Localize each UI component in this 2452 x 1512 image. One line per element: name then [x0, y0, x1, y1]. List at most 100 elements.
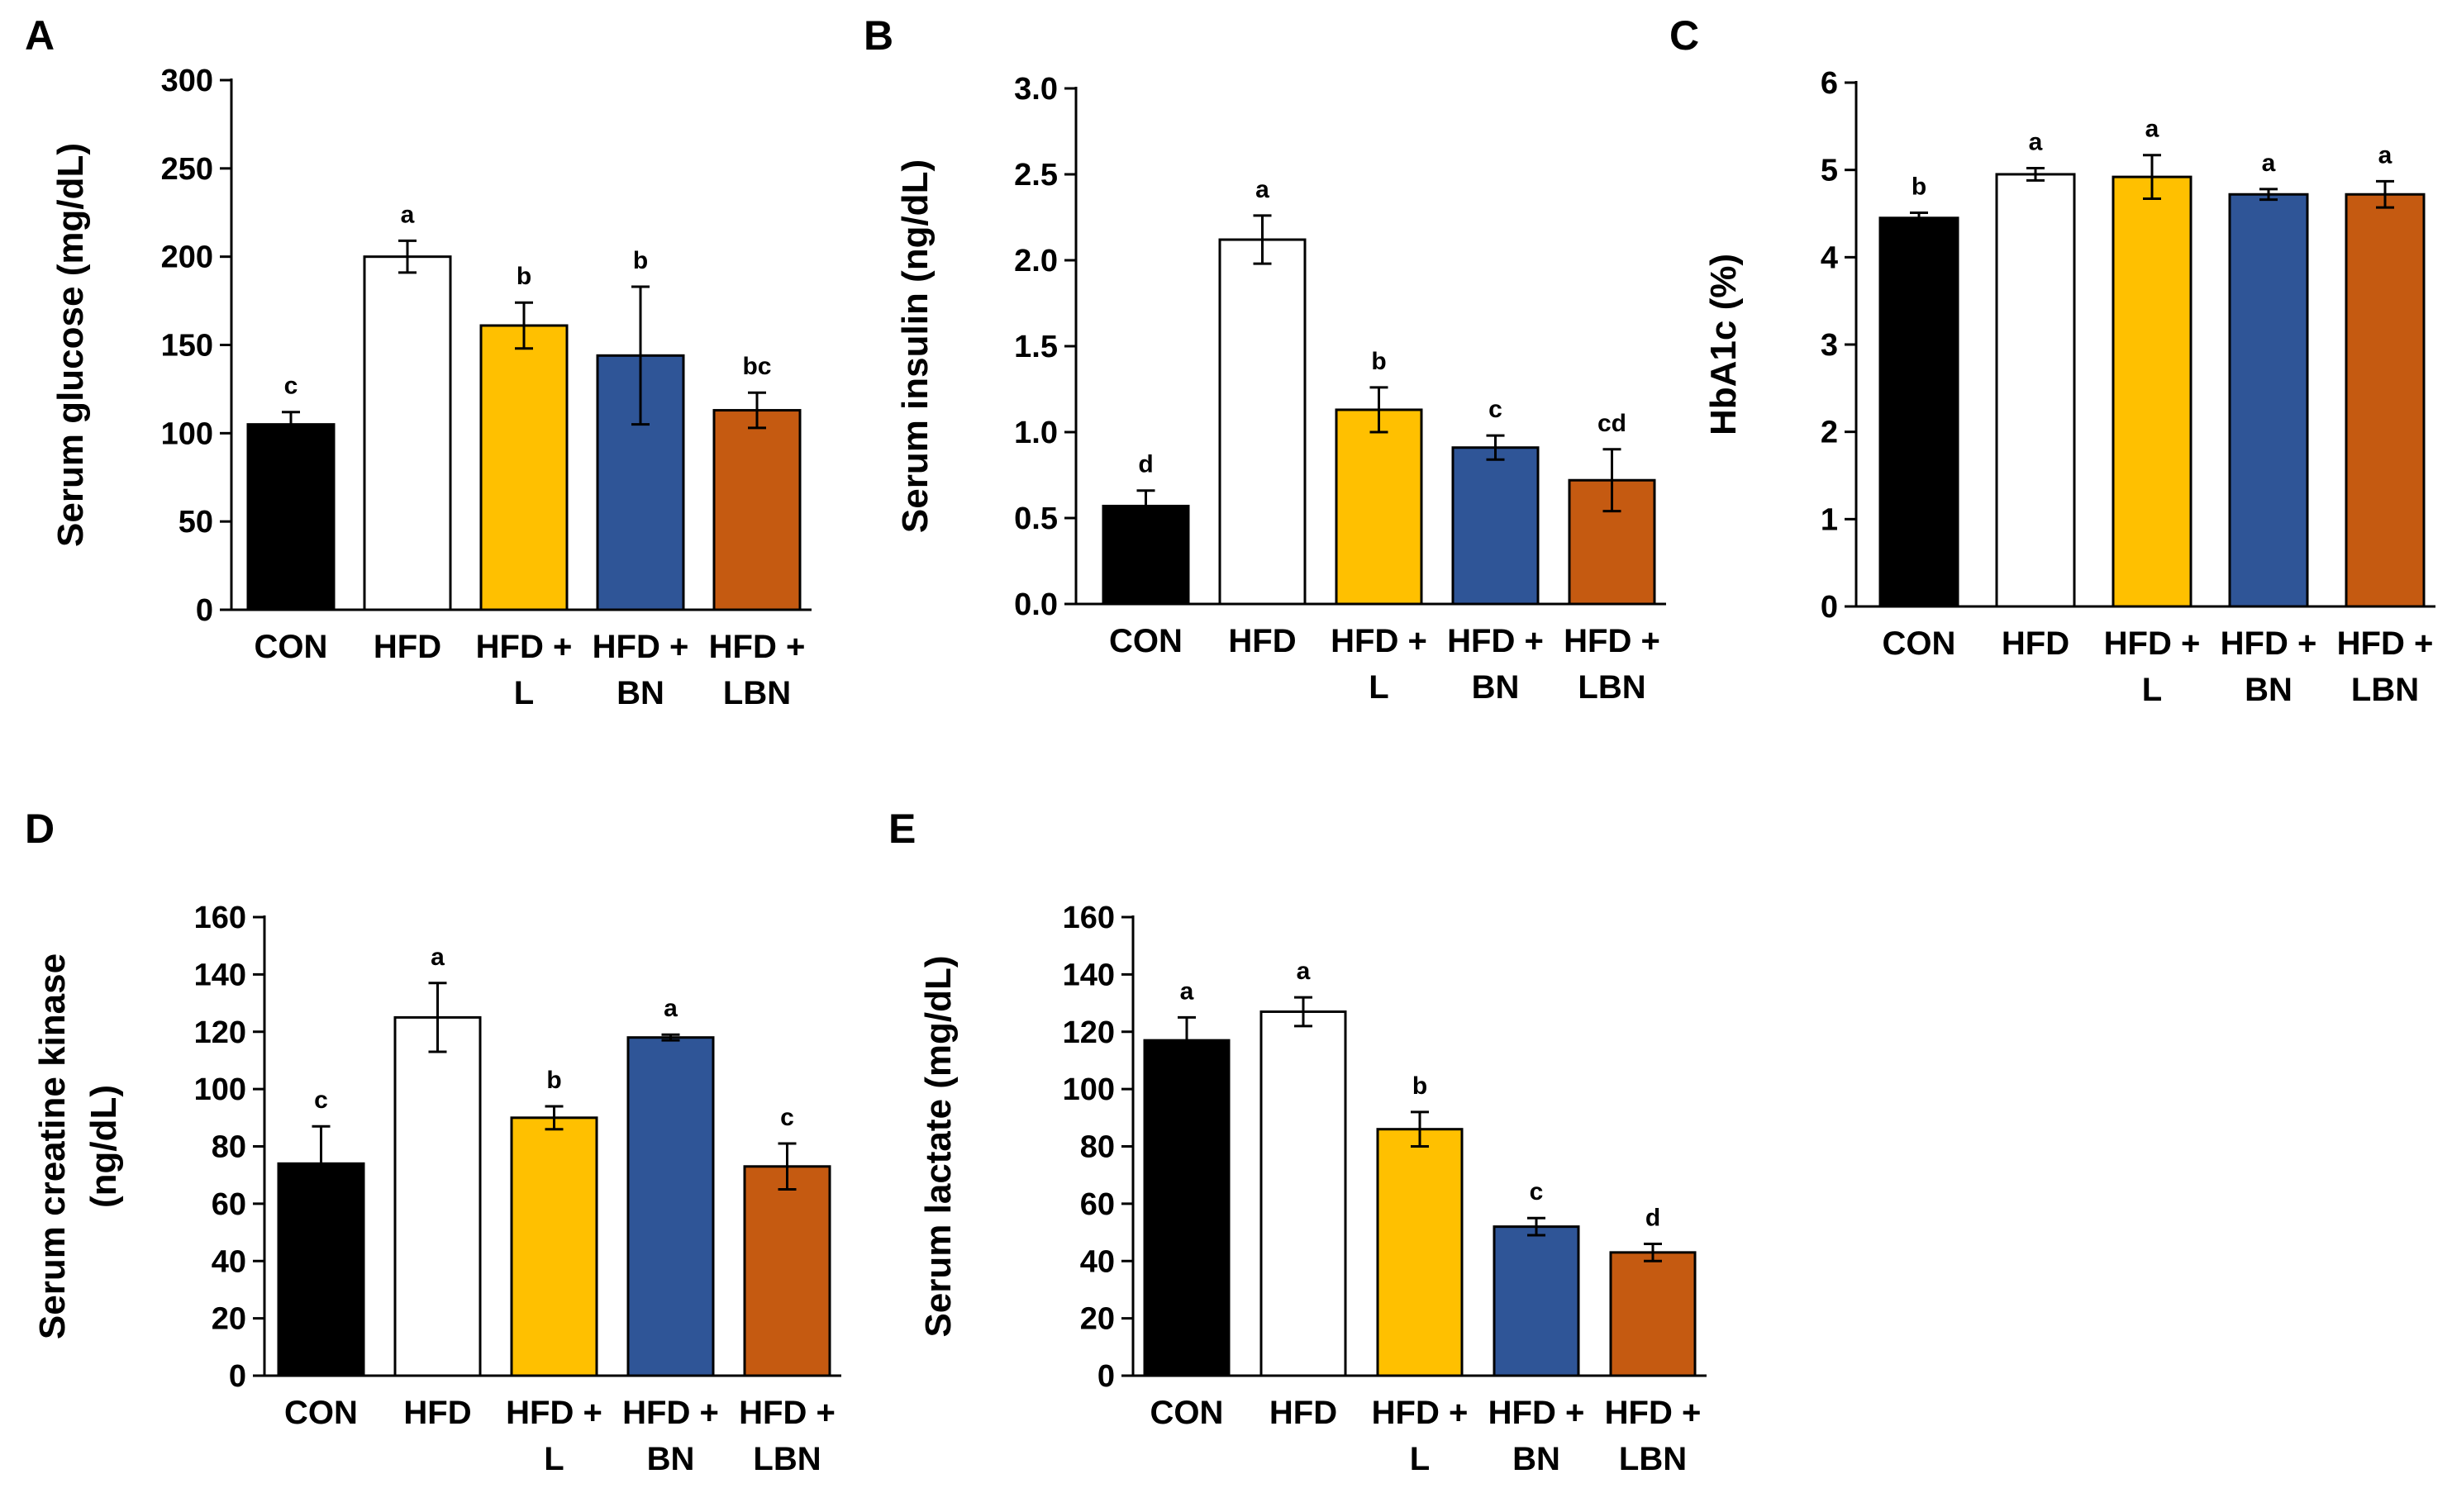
sig-letter-d-3: b: [546, 1067, 561, 1094]
category-label-b-5-line-2: LBN: [1578, 669, 1645, 706]
sig-letter-b-1: d: [1138, 451, 1153, 478]
category-label-e-4-line-1: HFD +: [1488, 1395, 1585, 1431]
bar-e-5: [1609, 1251, 1697, 1377]
category-label-a-5-line-1: HFD +: [709, 629, 806, 665]
sig-letter-d-5: c: [780, 1104, 794, 1131]
category-label-d-3-line-1: HFD +: [506, 1395, 602, 1431]
category-label-d-3-line-2: L: [544, 1441, 564, 1477]
category-label-a-2: HFD: [374, 629, 441, 665]
bar-d-2: [393, 1015, 482, 1377]
y-tick-label-e-4: 60: [1080, 1187, 1115, 1222]
bar-a-2: [363, 255, 452, 611]
sig-letter-d-2: a: [431, 944, 445, 971]
y-axis-label-b: Serum insulin (ng/dL): [895, 159, 936, 533]
sig-letter-d-4: a: [664, 995, 678, 1022]
panel-letter-c: C: [1669, 12, 1699, 59]
category-label-d-2: HFD: [403, 1395, 471, 1431]
y-tick-label-e-7: 120: [1063, 1015, 1115, 1050]
sig-letter-e-3: b: [1412, 1072, 1427, 1100]
y-tick-label-d-5: 80: [212, 1130, 246, 1165]
bar-e-2: [1259, 1010, 1347, 1377]
sig-letter-c-3: a: [2145, 116, 2159, 143]
sig-letter-e-2: a: [1297, 958, 1311, 985]
sig-letter-b-2: a: [1255, 176, 1269, 203]
bar-c-2: [1995, 173, 2076, 608]
category-label-e-3-line-1: HFD +: [1372, 1395, 1469, 1431]
y-tick-label-d-2: 20: [212, 1302, 246, 1337]
y-tick-label-d-4: 60: [212, 1187, 246, 1222]
bar-b-3: [1335, 408, 1423, 606]
sig-letter-b-5: cd: [1597, 410, 1626, 437]
y-axis-label-e: Serum lactate (mg/dL): [918, 955, 959, 1337]
y-tick-label-b-6: 2.5: [1014, 158, 1058, 193]
y-tick-label-d-8: 140: [194, 958, 246, 992]
y-tick-label-e-8: 140: [1063, 958, 1115, 992]
bar-d-5: [743, 1165, 831, 1377]
category-label-b-3-line-1: HFD +: [1331, 623, 1427, 659]
sig-letter-e-4: c: [1530, 1178, 1544, 1205]
category-label-c-3-line-1: HFD +: [2104, 625, 2201, 662]
category-label-a-1: CON: [255, 629, 328, 665]
y-tick-label-a-4: 150: [161, 329, 213, 364]
y-tick-label-a-1: 0: [196, 593, 213, 628]
bar-c-1: [1878, 216, 1959, 608]
category-label-e-1: CON: [1150, 1395, 1224, 1431]
y-tick-label-b-1: 0.0: [1014, 587, 1058, 622]
y-tick-label-c-5: 4: [1821, 240, 1838, 275]
category-label-b-1: CON: [1109, 623, 1183, 659]
category-label-e-5-line-1: HFD +: [1605, 1395, 1702, 1431]
category-label-b-2: HFD: [1228, 623, 1296, 659]
y-tick-label-e-2: 20: [1080, 1302, 1115, 1337]
y-tick-label-b-5: 2.0: [1014, 244, 1058, 278]
y-tick-label-c-6: 5: [1821, 154, 1838, 188]
category-label-a-3-line-1: HFD +: [476, 629, 573, 665]
bar-b-2: [1218, 238, 1307, 606]
y-tick-label-c-1: 0: [1821, 590, 1838, 625]
y-tick-label-a-6: 250: [161, 152, 213, 187]
category-label-e-4-line-2: BN: [1512, 1441, 1560, 1477]
y-axis-label-a: Serum glucose (mg/dL): [50, 143, 91, 547]
y-tick-label-a-5: 200: [161, 240, 213, 275]
bar-e-3: [1376, 1128, 1464, 1377]
sig-letter-c-2: a: [2029, 129, 2043, 156]
category-label-d-5-line-1: HFD +: [739, 1395, 836, 1431]
sig-letter-a-4: b: [633, 247, 648, 274]
category-label-d-1: CON: [284, 1395, 358, 1431]
sig-letter-e-1: a: [1180, 977, 1194, 1005]
bar-a-1: [246, 423, 336, 611]
y-axis-label-d: Serum creatine kinase: [32, 953, 73, 1339]
panel-letter-e: E: [888, 806, 916, 852]
category-label-c-3-line-2: L: [2142, 672, 2162, 708]
bar-e-4: [1493, 1225, 1580, 1377]
category-label-e-3-line-2: L: [1410, 1441, 1430, 1477]
category-label-d-5-line-2: LBN: [753, 1441, 821, 1477]
sig-letter-c-1: b: [1912, 173, 1926, 200]
sig-letter-b-3: b: [1371, 348, 1386, 375]
y-tick-label-d-7: 120: [194, 1015, 246, 1050]
y-tick-label-e-3: 40: [1080, 1244, 1115, 1279]
sig-letter-a-1: c: [284, 373, 298, 400]
category-label-b-5-line-1: HFD +: [1564, 623, 1660, 659]
bar-e-1: [1143, 1039, 1231, 1377]
bar-a-5: [712, 409, 802, 611]
bar-c-5: [2345, 193, 2426, 608]
category-label-b-4-line-1: HFD +: [1447, 623, 1544, 659]
y-tick-label-c-2: 1: [1821, 502, 1838, 537]
sig-letter-b-4: c: [1488, 396, 1502, 423]
panel-letter-a: A: [25, 12, 55, 59]
bar-c-4: [2228, 193, 2309, 608]
bar-d-4: [626, 1036, 715, 1377]
sig-letter-d-1: c: [314, 1086, 328, 1114]
y-tick-label-b-3: 1.0: [1014, 416, 1058, 450]
y-tick-label-a-3: 100: [161, 416, 213, 451]
panel-letter-b: B: [864, 12, 893, 59]
y-axis-label-d-line-2: (ng/dL): [83, 1085, 124, 1208]
y-tick-label-a-2: 50: [179, 505, 213, 540]
category-label-d-4-line-2: BN: [647, 1441, 695, 1477]
y-tick-label-b-7: 3.0: [1014, 72, 1058, 107]
category-label-a-4-line-2: BN: [617, 675, 664, 711]
category-label-e-2: HFD: [1269, 1395, 1337, 1431]
y-axis-label-c: HbA1c (%): [1703, 254, 1744, 435]
category-label-b-4-line-2: BN: [1472, 669, 1520, 706]
y-tick-label-e-6: 100: [1063, 1072, 1115, 1107]
